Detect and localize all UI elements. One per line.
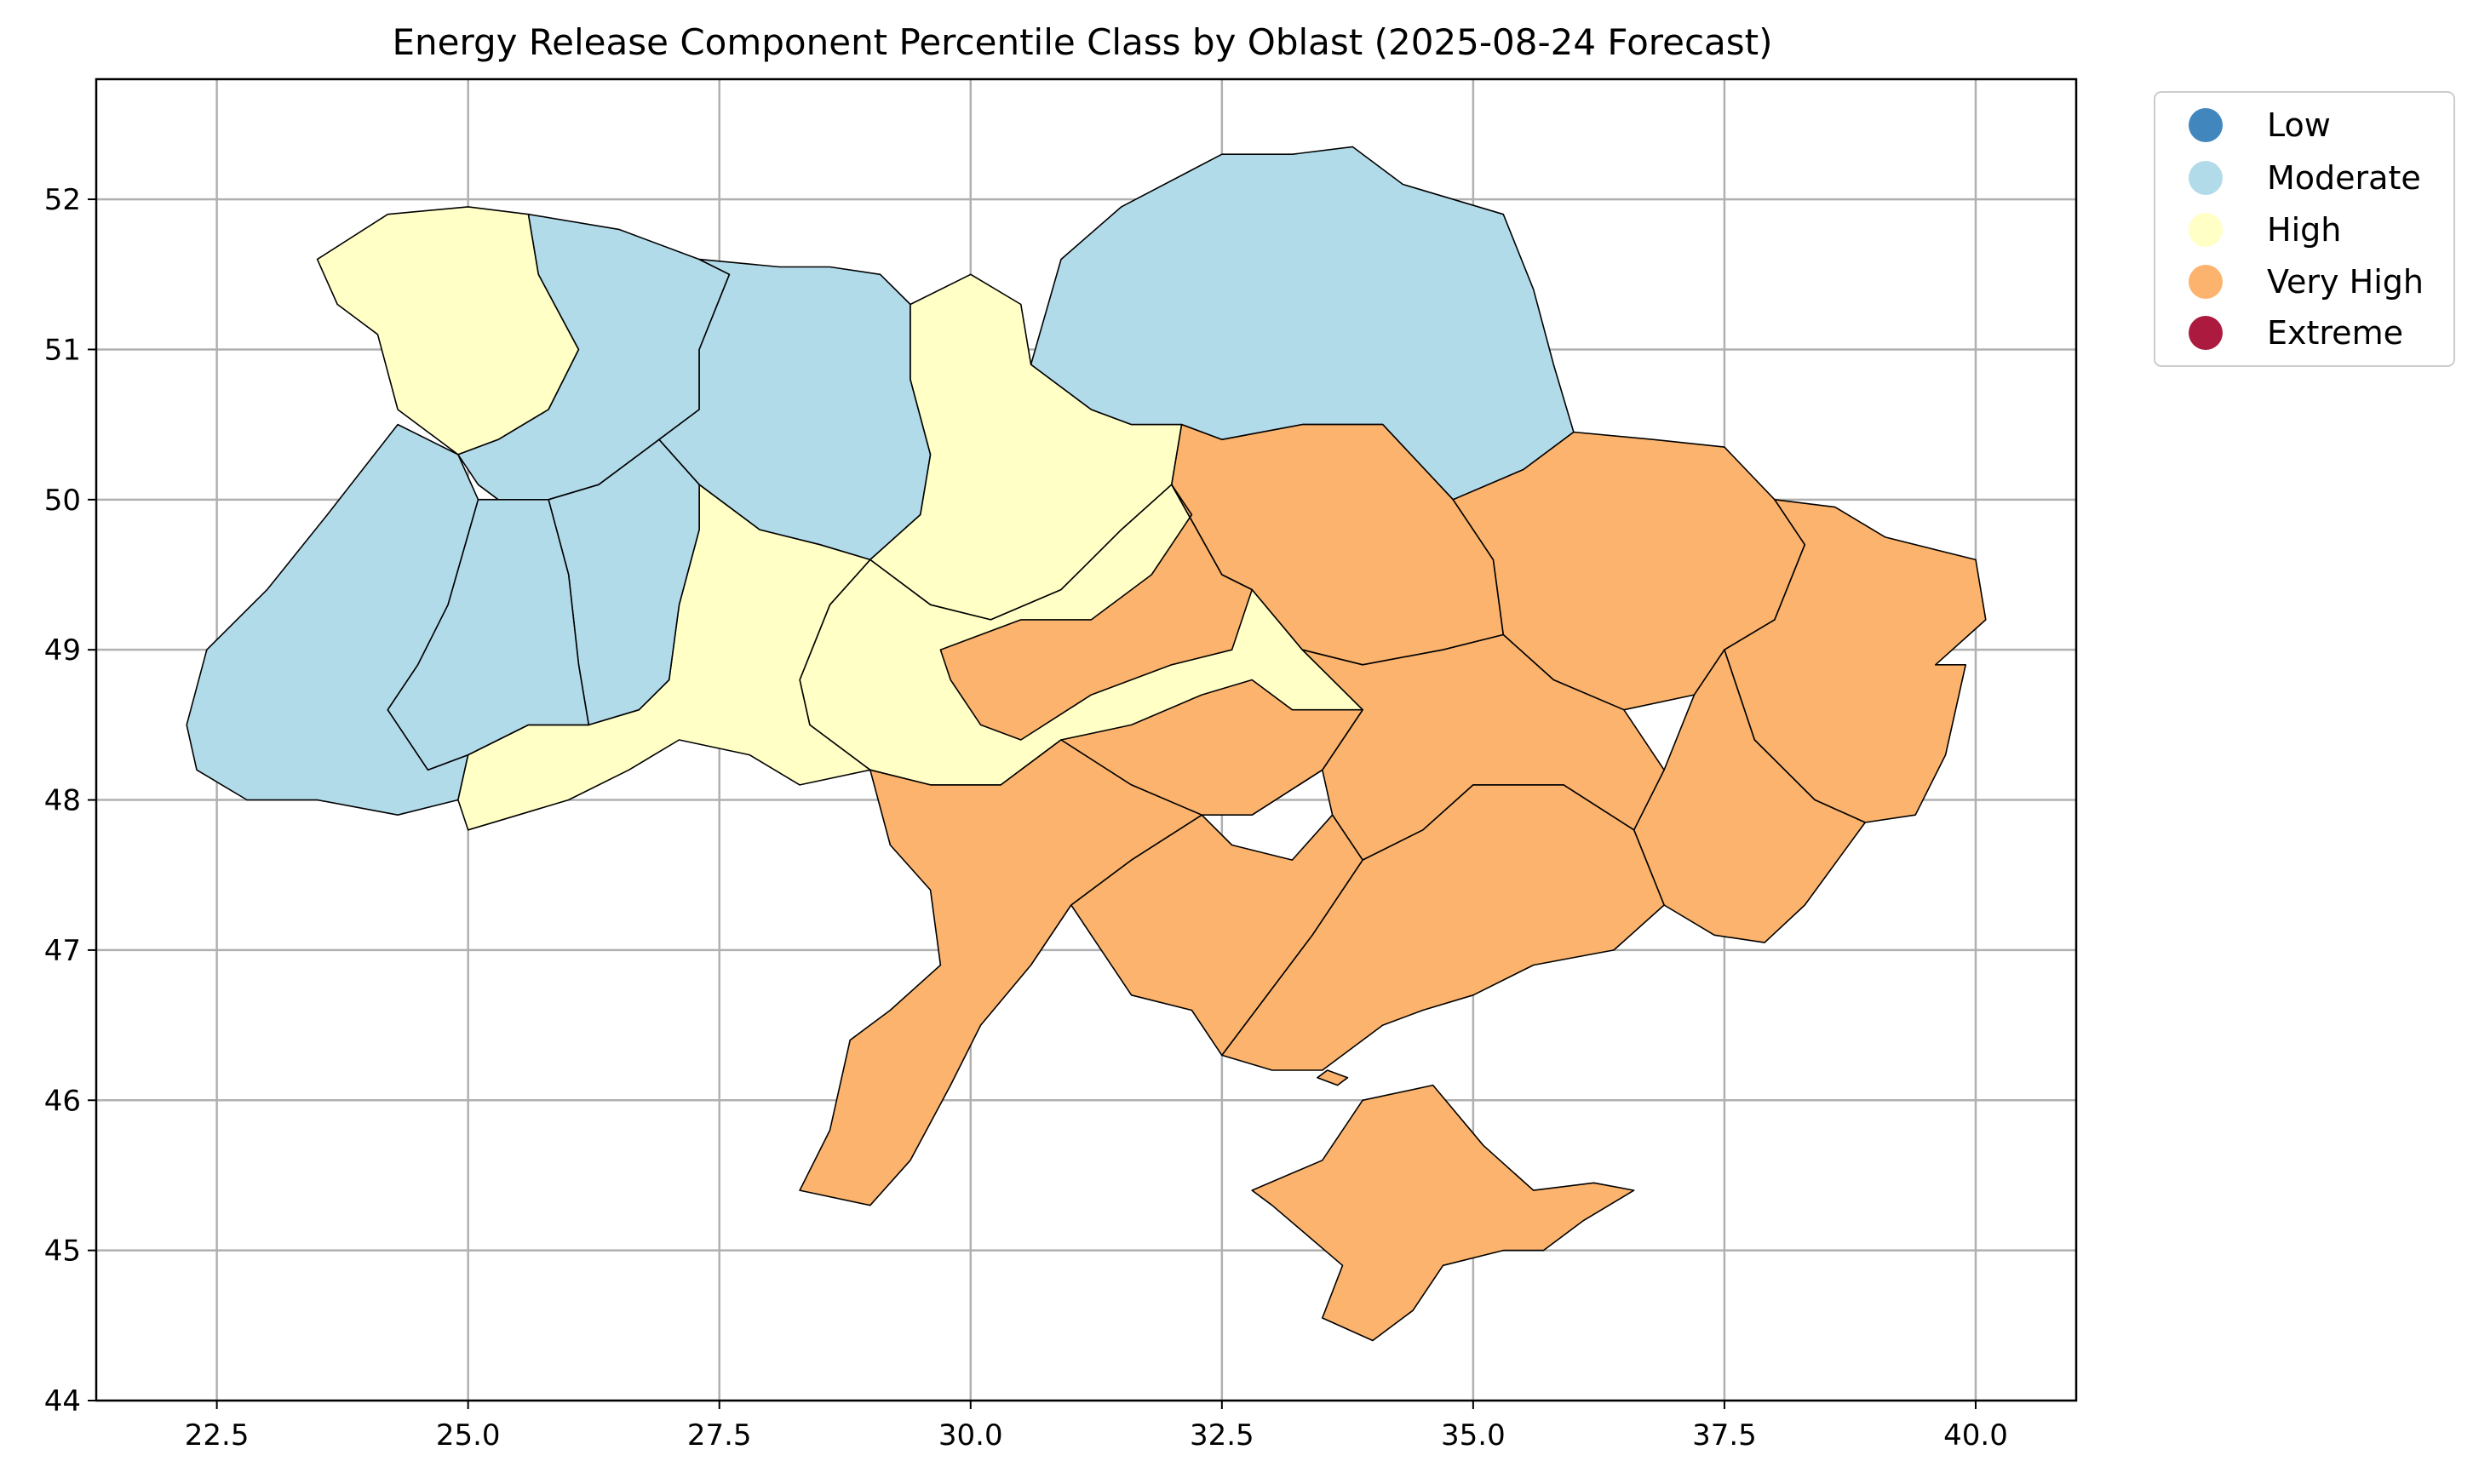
y-tick-label: 50 [44,484,81,518]
y-tick-label: 46 [44,1084,81,1118]
y-tick-label: 51 [44,333,81,367]
legend-box [2154,91,2455,367]
y-axis: 44 45 46 47 48 49 50 51 52 [44,183,96,1418]
oblast-region-15 [939,484,1253,741]
chart-title: Energy Release Component Percentile Clas… [392,21,1772,63]
oblast-region-17 [799,739,1202,1206]
oblast-region-20 [387,499,590,771]
plot-frame [95,77,2078,1402]
x-tick-label: 27.5 [687,1418,752,1452]
oblast-regions [186,146,1987,1342]
legend-label-very-high: Very High [2267,263,2424,301]
y-tick-label: 48 [44,784,81,818]
y-tick-label: 47 [44,934,81,968]
legend-label-extreme: Extreme [2267,314,2403,352]
y-tick-label: 49 [44,633,81,668]
x-axis: 22.5 25.0 27.5 30.0 32.5 35.0 37.5 40.0 [185,1401,2008,1452]
oblast-region-22 [1317,1069,1349,1086]
y-tick-label: 52 [44,183,81,217]
x-tick-label: 32.5 [1190,1418,1254,1452]
legend-label-low: Low [2267,106,2331,144]
legend-marker-high [2189,213,2223,247]
y-tick-label: 44 [44,1384,81,1418]
legend-marker-low [2189,108,2223,142]
x-tick-label: 40.0 [1943,1418,2008,1452]
x-tick-label: 22.5 [185,1418,250,1452]
oblast-region-10 [1633,649,1866,943]
oblast-region-9 [1724,499,1987,823]
legend-label-high: High [2267,211,2341,249]
y-tick-label: 45 [44,1235,81,1269]
x-tick-label: 35.0 [1441,1418,1506,1452]
x-tick-label: 30.0 [938,1418,1003,1452]
legend-label-moderate: Moderate [2267,159,2421,197]
oblast-region-21 [1251,1084,1635,1342]
legend: Low Moderate High Very High Extreme [2154,91,2455,367]
x-tick-label: 25.0 [436,1418,501,1452]
x-tick-label: 37.5 [1692,1418,1757,1452]
legend-marker-moderate [2189,161,2223,195]
legend-marker-very-high [2189,265,2223,299]
legend-marker-extreme [2189,316,2223,350]
